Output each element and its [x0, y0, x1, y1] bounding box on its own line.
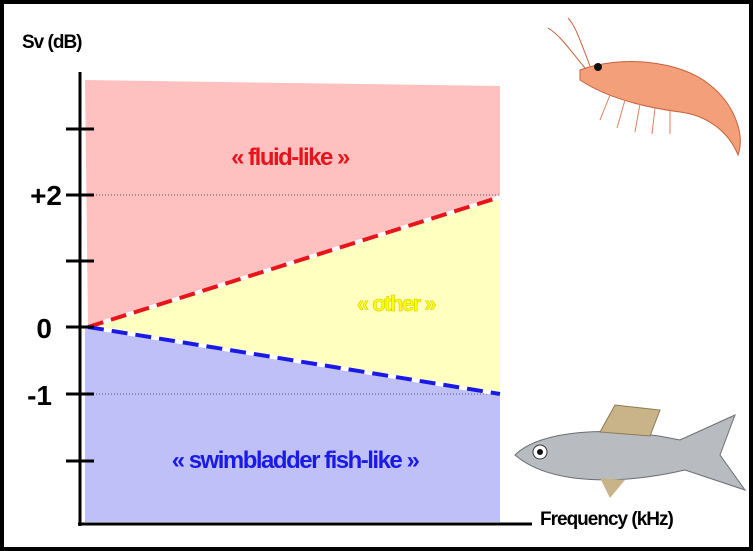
fish-label: « swimbladder fish-like »	[172, 447, 420, 474]
fish-region	[85, 327, 500, 522]
other-label: « other »	[357, 291, 436, 316]
fluid-label: « fluid-like »	[231, 144, 350, 171]
fish-icon	[514, 404, 747, 498]
other-region	[88, 197, 500, 394]
shrimp-icon	[547, 17, 741, 157]
tick-label: -1	[27, 380, 52, 411]
y-axis-label: Sv (dB)	[22, 32, 82, 53]
ticks	[66, 127, 94, 463]
fluid-region	[85, 80, 500, 327]
fish-boundary	[87, 325, 501, 396]
tick-label: +2	[30, 180, 62, 211]
x-axis-label: Frequency (kHz)	[540, 509, 673, 530]
fluid-boundary	[87, 195, 501, 329]
tick-label: 0	[36, 313, 52, 344]
